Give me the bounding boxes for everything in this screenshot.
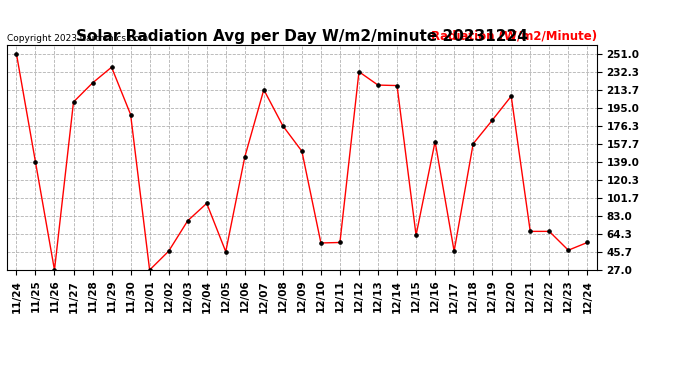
Text: Copyright 2023 Cartronics.com: Copyright 2023 Cartronics.com <box>8 34 148 43</box>
Title: Solar Radiation Avg per Day W/m2/minute 20231224: Solar Radiation Avg per Day W/m2/minute … <box>76 29 528 44</box>
Text: Radiation (W/m2/Minute): Radiation (W/m2/Minute) <box>431 30 597 43</box>
